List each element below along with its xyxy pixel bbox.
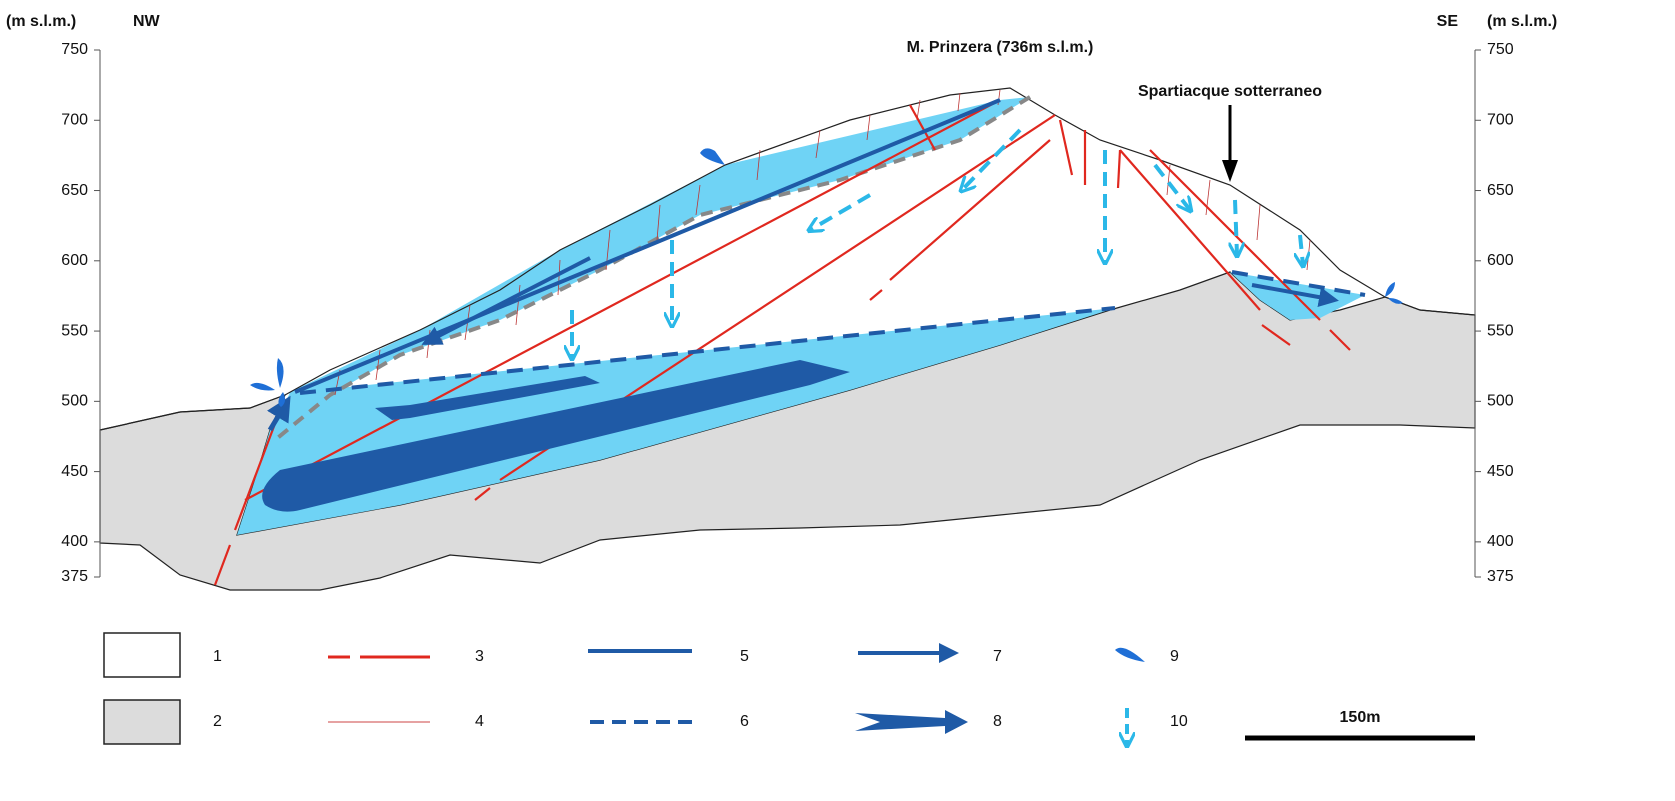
legend-label: 3	[475, 648, 484, 665]
geology	[100, 88, 1475, 590]
axis-unit: (m s.l.m.)	[1487, 13, 1557, 30]
legend-label: 7	[993, 648, 1002, 665]
cross-section: (m s.l.m.) NW SE (m s.l.m.) M. Prinzera …	[0, 0, 1675, 801]
y-tick-label: 650	[1487, 182, 1514, 199]
legend-swatch	[855, 710, 968, 734]
y-tick-label: 500	[61, 393, 88, 410]
axis-unit: (m s.l.m.)	[6, 13, 76, 30]
legend-swatch	[104, 700, 180, 744]
y-tick-label: 650	[61, 182, 88, 199]
legend-label: 2	[213, 713, 222, 730]
y-tick-label: 600	[61, 252, 88, 269]
y-tick-label: 375	[1487, 568, 1514, 585]
scale-label: 150m	[1340, 709, 1381, 726]
legend-swatch	[104, 633, 180, 677]
legend-label: 10	[1170, 713, 1188, 730]
legend-swatch	[1115, 648, 1145, 662]
legend-label: 5	[740, 648, 749, 665]
y-tick-label: 400	[1487, 533, 1514, 550]
divide-arrow-head	[1222, 160, 1238, 182]
legend-label: 9	[1170, 648, 1179, 665]
divide-label: Spartiacque sotterraneo	[1138, 83, 1322, 100]
legend-label: 1	[213, 648, 222, 665]
y-tick-label: 550	[61, 322, 88, 339]
legend-label: 6	[740, 713, 749, 730]
y-tick-label: 450	[1487, 463, 1514, 480]
y-tick-label: 500	[1487, 393, 1514, 410]
y-tick-label: 375	[61, 568, 88, 585]
y-tick-label: 600	[1487, 252, 1514, 269]
y-tick-label: 550	[1487, 322, 1514, 339]
y-tick-label: 450	[61, 463, 88, 480]
legend-label: 4	[475, 713, 484, 730]
legend-label: 8	[993, 713, 1002, 730]
y-tick-label: 750	[61, 41, 88, 58]
legend	[104, 633, 1475, 745]
y-tick-label: 700	[1487, 111, 1514, 128]
y-tick-label: 700	[61, 111, 88, 128]
peak-label: M. Prinzera (736m s.l.m.)	[907, 39, 1094, 56]
direction: NW	[133, 13, 161, 30]
y-tick-label: 750	[1487, 41, 1514, 58]
y-tick-label: 400	[61, 533, 88, 550]
direction: SE	[1437, 13, 1459, 30]
